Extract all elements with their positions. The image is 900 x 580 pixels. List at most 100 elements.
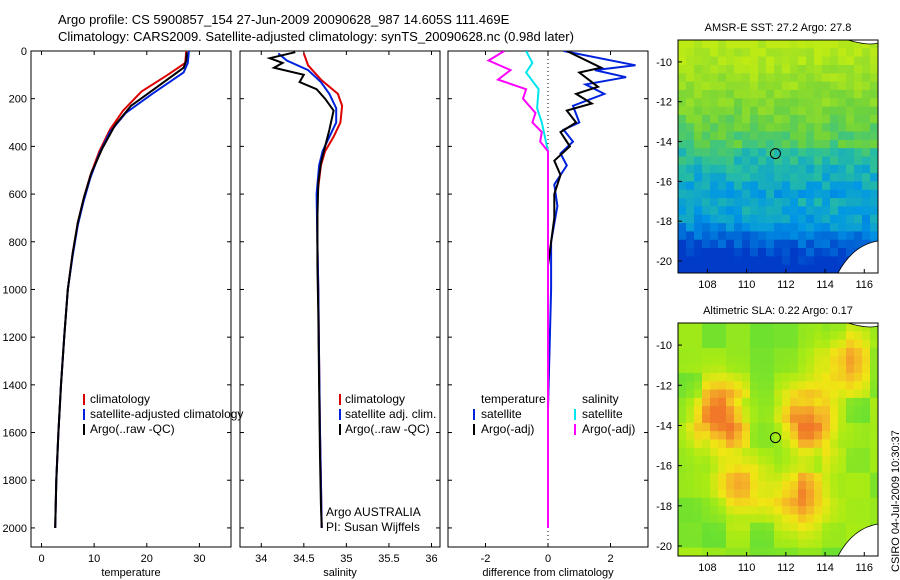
map-cell (734, 356, 743, 366)
x-tick-label: 114 (816, 562, 834, 574)
map-cell (806, 148, 815, 158)
map-cell (870, 489, 878, 499)
legend-label: Argo(..raw -QC) (345, 422, 430, 436)
map-cell (806, 81, 815, 91)
map-cell (790, 381, 799, 391)
map-cell (822, 164, 831, 174)
map-cell (782, 356, 791, 366)
map-cell (782, 40, 791, 49)
map-cell (758, 173, 767, 182)
map-cell (798, 364, 807, 374)
map-cell (758, 348, 767, 357)
argo-marker (769, 148, 781, 160)
map-cell (686, 331, 695, 341)
map-cell (686, 372, 695, 382)
map-cell (686, 489, 695, 499)
map-cell (694, 348, 703, 357)
map-cell (870, 198, 878, 207)
map-cell (830, 114, 839, 124)
map-cell (822, 56, 831, 66)
map-cell (726, 173, 735, 182)
map-cell (782, 123, 791, 133)
map-cell (726, 431, 735, 441)
map-cell (766, 547, 775, 556)
x-tick-label: 34.5 (293, 553, 314, 565)
map-cell (814, 198, 823, 207)
map-cell (798, 123, 807, 133)
map-cell (750, 198, 759, 207)
map-cell (686, 514, 695, 524)
map-cell (862, 181, 871, 191)
map-cell (766, 364, 775, 374)
annotation-text: PI: Susan Wijffels (326, 520, 420, 534)
map-cell (806, 164, 815, 174)
map-cell (686, 389, 695, 399)
map-cell (854, 148, 863, 158)
map-cell (766, 173, 775, 182)
map-cell (806, 156, 815, 166)
map-cell (854, 381, 863, 391)
map-cell (710, 198, 719, 207)
map-cell (694, 189, 703, 199)
map-cell (742, 65, 751, 74)
map-cell (718, 539, 727, 549)
map-cell (822, 506, 831, 515)
map-cell (830, 223, 839, 232)
map-cell (774, 439, 783, 449)
map-cell (774, 73, 783, 83)
map-cell (862, 56, 871, 66)
map-cell (814, 372, 823, 382)
map-cell (750, 489, 759, 499)
map-cell (710, 214, 719, 224)
map-cell (790, 489, 799, 499)
map-cell (702, 389, 711, 399)
map-cell (710, 56, 719, 66)
map-cell (694, 547, 703, 556)
map-cell (734, 56, 743, 66)
map-cell (806, 389, 815, 399)
map-cell (782, 389, 791, 399)
map-cell (718, 381, 727, 391)
map-cell (814, 389, 823, 399)
map-cell (822, 422, 831, 432)
x-tick-label: 108 (698, 279, 716, 291)
map-cell (814, 514, 823, 524)
map-field (678, 40, 878, 273)
map-cell (774, 214, 783, 224)
map-cell (686, 214, 695, 224)
map-cell (766, 156, 775, 166)
map-cell (718, 248, 727, 257)
map-cell (822, 323, 831, 332)
map-cell (766, 139, 775, 149)
map-cell (774, 456, 783, 465)
map-cell (774, 148, 783, 158)
y-tick-label: 0 (21, 46, 27, 58)
map-cell (822, 339, 831, 349)
map-cell (782, 114, 791, 124)
map-cell (822, 364, 831, 374)
map-cell (766, 231, 775, 241)
map-cell (718, 481, 727, 490)
map-cell (862, 73, 871, 83)
map-cell (774, 256, 783, 266)
map-cell (710, 98, 719, 108)
map-cell (838, 123, 847, 133)
map-cell (766, 464, 775, 474)
map-cell (686, 472, 695, 482)
map-cell (822, 98, 831, 108)
map-cell (862, 131, 871, 141)
map-cell (758, 189, 767, 199)
map-cell (870, 40, 878, 49)
map-cell (750, 239, 759, 249)
map-cell (838, 522, 847, 532)
map-cell (678, 181, 687, 191)
map-cell (758, 214, 767, 224)
map-cell (846, 397, 855, 407)
map-cell (718, 389, 727, 399)
y-tick-label: 1600 (3, 428, 27, 440)
map-cell (854, 114, 863, 124)
map-cell (742, 497, 751, 507)
map-cell (678, 514, 687, 524)
map-cell (870, 439, 878, 449)
map-cell (862, 339, 871, 349)
